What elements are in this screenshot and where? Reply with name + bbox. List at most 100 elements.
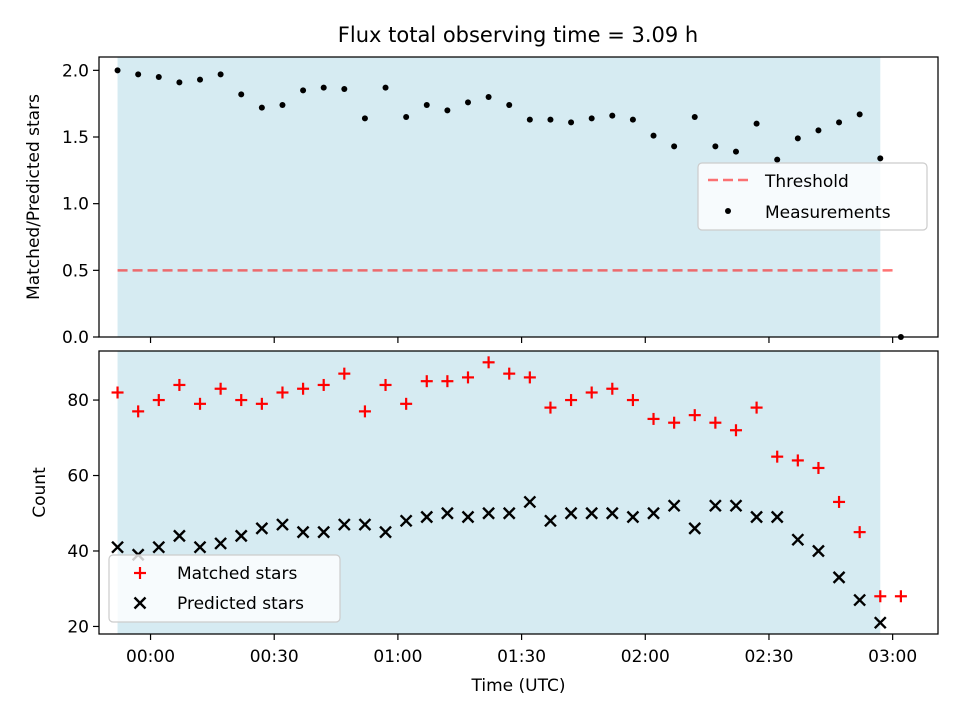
top-panel: 0.00.51.01.52.0 Matched/Predicted stars … xyxy=(24,56,939,348)
measurement-point xyxy=(794,135,801,142)
measurement-point xyxy=(856,111,863,118)
measurement-point xyxy=(135,71,142,78)
x-tick-label: 00:30 xyxy=(250,647,299,667)
matched-star-point xyxy=(152,394,165,407)
predicted-star-point xyxy=(523,495,537,509)
matched-star-point xyxy=(585,386,598,399)
bottom-y-axis-label: Count xyxy=(30,467,50,518)
predicted-star-point xyxy=(152,540,166,554)
measurement-point xyxy=(836,119,843,126)
matched-star-point xyxy=(111,386,124,399)
y-tick-label: 20 xyxy=(67,617,89,637)
matched-star-point xyxy=(255,397,268,410)
matched-star-point xyxy=(874,590,887,603)
predicted-star-point xyxy=(873,616,887,630)
matched-star-point xyxy=(709,416,722,429)
matched-star-point xyxy=(235,394,248,407)
matched-star-point xyxy=(523,371,536,384)
predicted-star-point xyxy=(461,510,475,524)
y-tick-label: 1.0 xyxy=(62,195,89,215)
top-axes-frame xyxy=(98,56,939,338)
measurement-point xyxy=(238,91,245,98)
predicted-star-point xyxy=(853,593,867,607)
measurement-point xyxy=(547,116,554,123)
predicted-star-point xyxy=(544,514,557,528)
measurement-point xyxy=(279,102,286,108)
predicted-star-point xyxy=(234,529,248,543)
measurement-point xyxy=(815,127,822,134)
matched-star-point xyxy=(791,454,804,467)
measurement-point xyxy=(197,76,204,83)
matched-star-point xyxy=(194,397,207,410)
measurement-point xyxy=(114,67,121,74)
y-tick-label: 40 xyxy=(67,542,89,562)
top-legend: Threshold Measurements xyxy=(697,162,928,231)
measurement-point xyxy=(258,104,265,111)
legend-measurements-swatch xyxy=(725,208,731,214)
predicted-star-point xyxy=(729,499,743,513)
matched-star-point xyxy=(503,367,516,380)
predicted-star-point xyxy=(647,506,660,520)
top-y-axis-label: Matched/Predicted stars xyxy=(24,94,44,300)
measurement-point xyxy=(526,116,533,123)
x-tick-label: 00:00 xyxy=(126,647,175,667)
matched-star-point xyxy=(812,461,825,474)
predicted-stars-points xyxy=(111,495,887,630)
measurement-point xyxy=(712,143,719,150)
predicted-star-point xyxy=(667,499,681,513)
predicted-star-point xyxy=(812,544,825,558)
predicted-star-point xyxy=(255,521,269,535)
matched-star-point xyxy=(400,397,413,410)
matched-star-point xyxy=(276,386,289,399)
bottom-axes-frame xyxy=(98,350,939,635)
matched-star-point xyxy=(297,382,310,395)
predicted-star-point xyxy=(688,521,702,535)
measurement-point xyxy=(217,71,224,78)
measurement-point xyxy=(629,116,636,123)
bottom-legend: Matched stars Predicted stars xyxy=(108,554,341,623)
predicted-star-point xyxy=(193,540,207,554)
predicted-star-point xyxy=(296,525,310,539)
matched-star-point xyxy=(358,405,371,418)
measurement-point xyxy=(753,120,760,127)
matched-star-point xyxy=(317,378,330,391)
predicted-star-point xyxy=(111,540,124,554)
measurement-point xyxy=(877,155,884,162)
x-tick-label: 02:00 xyxy=(621,647,670,667)
predicted-star-point xyxy=(709,499,722,513)
measurement-point xyxy=(506,102,513,108)
y-tick-label: 2.0 xyxy=(62,61,89,81)
predicted-star-point xyxy=(750,510,763,524)
predicted-star-point xyxy=(605,506,619,520)
top-y-axis-ticks: 0.0 0.5 1.0 1.5 2.0 xyxy=(62,61,99,348)
predicted-star-point xyxy=(399,514,413,528)
measurement-point xyxy=(300,87,307,94)
predicted-star-point xyxy=(317,525,331,539)
predicted-star-point xyxy=(502,506,516,520)
predicted-star-point xyxy=(358,518,372,531)
y-tick-label: 0.5 xyxy=(62,261,89,281)
x-tick-label: 01:30 xyxy=(497,647,546,667)
measurement-point xyxy=(609,112,616,119)
measurement-point xyxy=(361,115,368,122)
matched-star-point xyxy=(173,378,186,391)
legend-frame xyxy=(108,554,341,623)
matched-star-point xyxy=(729,424,742,437)
measurement-point xyxy=(774,156,781,163)
matched-star-point xyxy=(688,409,701,422)
predicted-star-point xyxy=(585,506,599,520)
predicted-star-point xyxy=(337,518,351,531)
measurement-point xyxy=(568,119,575,126)
matched-star-point xyxy=(750,401,763,414)
predicted-star-point xyxy=(770,510,784,524)
matched-star-point xyxy=(214,382,227,395)
matched-star-point xyxy=(544,401,557,414)
top-x-axis-ticks xyxy=(149,337,894,343)
measurement-point xyxy=(588,115,595,122)
measurement-point xyxy=(320,84,327,91)
measurement-point xyxy=(691,114,698,120)
measurement-point xyxy=(464,99,471,106)
y-tick-label: 80 xyxy=(67,391,89,411)
matched-star-point xyxy=(606,382,619,395)
